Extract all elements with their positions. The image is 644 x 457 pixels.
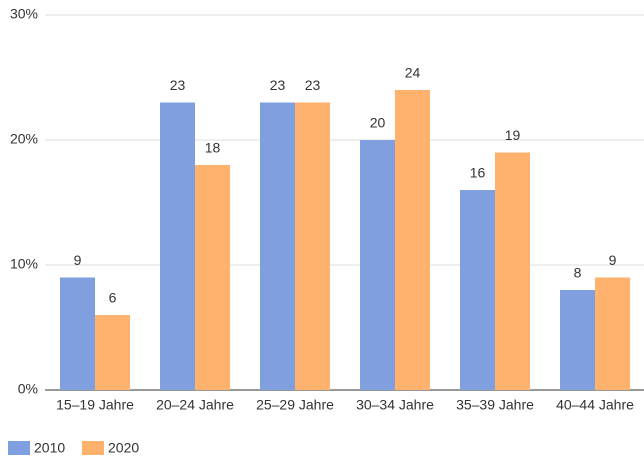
bar <box>295 102 330 390</box>
x-tick-label: 15–19 Jahre <box>56 397 134 413</box>
bar <box>595 277 630 390</box>
data-label: 20 <box>370 115 386 131</box>
bar <box>560 290 595 390</box>
x-tick-label: 25–29 Jahre <box>256 397 334 413</box>
data-label: 6 <box>109 290 117 306</box>
x-tick-label: 30–34 Jahre <box>356 397 434 413</box>
y-tick-label: 10% <box>10 256 38 272</box>
y-tick-label: 0% <box>18 381 38 397</box>
data-label: 18 <box>205 140 221 156</box>
bar <box>60 277 95 390</box>
y-tick-label: 30% <box>10 6 38 22</box>
data-label: 9 <box>74 252 82 268</box>
data-label: 23 <box>305 77 321 93</box>
x-tick-label: 20–24 Jahre <box>156 397 234 413</box>
data-label: 16 <box>470 165 486 181</box>
legend-label: 2020 <box>108 440 139 456</box>
bar <box>260 102 295 390</box>
bar <box>495 152 530 390</box>
data-label: 8 <box>574 265 582 281</box>
data-label: 24 <box>405 65 421 81</box>
bar <box>360 140 395 390</box>
bar <box>160 102 195 390</box>
legend-label: 2010 <box>34 440 65 456</box>
bar <box>395 90 430 390</box>
data-label: 9 <box>609 252 617 268</box>
legend-swatch <box>8 441 30 455</box>
data-label: 19 <box>505 127 521 143</box>
bar <box>460 190 495 390</box>
y-tick-label: 20% <box>10 131 38 147</box>
x-tick-label: 40–44 Jahre <box>556 397 634 413</box>
bar <box>95 315 130 390</box>
bar <box>195 165 230 390</box>
data-label: 23 <box>270 77 286 93</box>
data-label: 23 <box>170 77 186 93</box>
x-tick-label: 35–39 Jahre <box>456 397 534 413</box>
legend-swatch <box>82 441 104 455</box>
